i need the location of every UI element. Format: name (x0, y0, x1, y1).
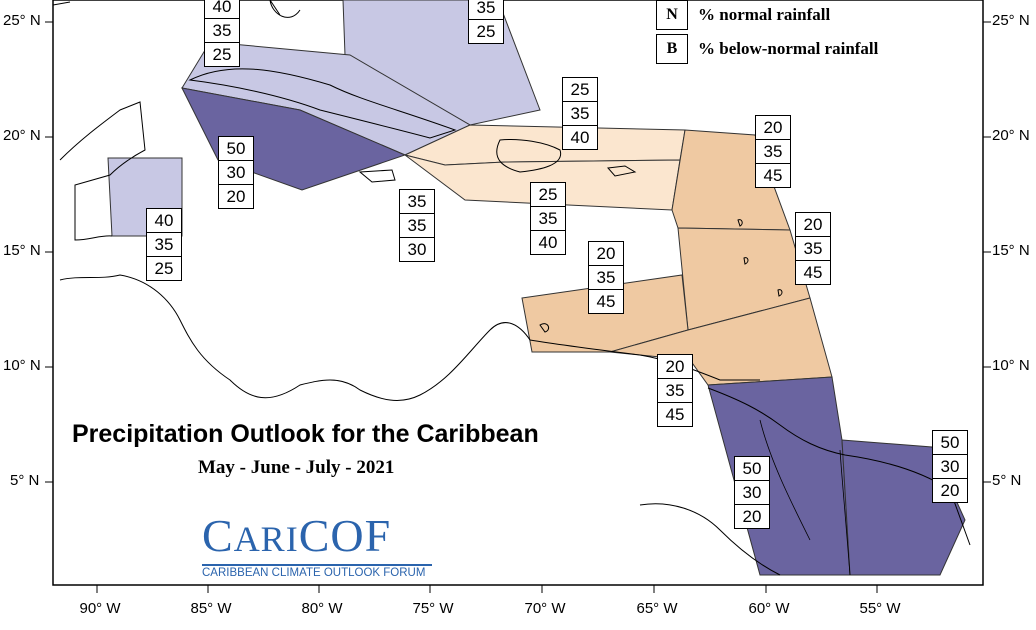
prob-box-northern-leewards: 20 35 45 (755, 115, 791, 188)
lat-label-5-right: 5° N (992, 472, 1022, 489)
prob-value: 35 (469, 0, 503, 20)
prob-value: 25 (154, 259, 174, 278)
lon-label-75: 75° W (412, 600, 454, 617)
prob-box-jamaica: 35 35 30 (399, 189, 435, 262)
legend-label-below: % below-normal rainfall (698, 39, 879, 58)
prob-value: 35 (205, 19, 239, 43)
prob-value: 35 (658, 379, 692, 403)
lat-label-10: 10° N (3, 357, 41, 374)
prob-value: 35 (400, 214, 434, 238)
lat-label-5: 5° N (10, 472, 40, 489)
lat-label-10-right: 10° N (992, 357, 1030, 374)
map-subtitle: May - June - July - 2021 (198, 457, 395, 478)
lon-label-55: 55° W (859, 600, 901, 617)
caricof-logo: CARICOF CARIBBEAN CLIMATE OUTLOOK FORUM (200, 512, 436, 580)
legend-label-normal: % normal rainfall (698, 5, 831, 24)
logo-letter-c: C (202, 510, 234, 561)
prob-box-guyana: 50 30 20 (734, 456, 770, 529)
legend-below: B % below-normal rainfall (656, 34, 878, 64)
prob-value: 20 (742, 507, 762, 526)
prob-box-florida: 40 35 25 (204, 0, 240, 67)
legend-key-normal: N (656, 0, 688, 30)
prob-value: 20 (226, 187, 246, 206)
prob-value: 45 (763, 166, 783, 185)
logo-rule (202, 564, 432, 566)
lon-label-90: 90° W (79, 600, 121, 617)
prob-box-hispaniola-north: 25 35 40 (562, 77, 598, 150)
prob-value: 35 (589, 266, 623, 290)
lon-label-70: 70° W (524, 600, 566, 617)
lat-label-20-right: 20° N (992, 127, 1030, 144)
prob-box-cuba-south: 50 30 20 (218, 136, 254, 209)
lon-label-60: 60° W (748, 600, 790, 617)
prob-value: 30 (933, 455, 967, 479)
prob-value: 20 (756, 116, 790, 140)
prob-value: 20 (658, 355, 692, 379)
prob-value: 30 (219, 161, 253, 185)
prob-value: 35 (563, 102, 597, 126)
prob-value: 30 (407, 240, 427, 259)
lat-label-15: 15° N (3, 242, 41, 259)
axis-ticks (45, 21, 991, 593)
prob-value: 40 (570, 128, 590, 147)
logo-letters-cof: COF (298, 510, 392, 561)
prob-value: 35 (400, 190, 434, 214)
lon-label-80: 80° W (301, 600, 343, 617)
map-title: Precipitation Outlook for the Caribbean (72, 420, 539, 448)
prob-value: 45 (665, 405, 685, 424)
prob-value: 25 (563, 78, 597, 102)
prob-value: 35 (147, 233, 181, 257)
lon-label-65: 65° W (636, 600, 678, 617)
coastlines (52, 0, 971, 576)
lon-label-85: 85° W (190, 600, 232, 617)
legend-key-below: B (656, 34, 688, 64)
prob-box-bahamas: 35 25 (468, 0, 504, 44)
prob-value: 50 (933, 431, 967, 455)
prob-value: 40 (205, 0, 239, 19)
prob-box-abc-islands: 20 35 45 (588, 241, 624, 314)
map-frame (52, 0, 984, 586)
legend-normal: N % normal rainfall (656, 0, 830, 30)
lat-label-25-right: 25° N (992, 12, 1030, 29)
prob-value: 50 (735, 457, 769, 481)
logo-wordmark: CARICOF (202, 512, 391, 563)
prob-box-windwards: 20 35 45 (795, 212, 831, 285)
lat-label-15-right: 15° N (992, 242, 1030, 259)
lat-label-25: 25° N (3, 12, 41, 29)
prob-value: 45 (803, 263, 823, 282)
prob-box-suriname-guiana: 50 30 20 (932, 430, 968, 503)
prob-box-belize: 40 35 25 (146, 208, 182, 281)
prob-value: 20 (940, 481, 960, 500)
prob-value: 35 (531, 207, 565, 231)
prob-value: 35 (756, 140, 790, 164)
prob-value: 25 (531, 183, 565, 207)
lat-label-20: 20° N (3, 127, 41, 144)
prob-value: 20 (589, 242, 623, 266)
prob-value: 40 (538, 233, 558, 252)
prob-value: 45 (596, 292, 616, 311)
logo-tagline: CARIBBEAN CLIMATE OUTLOOK FORUM (202, 567, 426, 579)
inner-borders (759, 419, 851, 576)
logo-letters-ari: ARI (233, 519, 299, 559)
prob-value: 40 (147, 209, 181, 233)
prob-value: 20 (796, 213, 830, 237)
prob-value: 25 (476, 22, 496, 41)
prob-value: 25 (212, 45, 232, 64)
prob-box-trinidad: 20 35 45 (657, 354, 693, 427)
prob-value: 50 (219, 137, 253, 161)
prob-value: 35 (796, 237, 830, 261)
prob-box-hispaniola-south: 25 35 40 (530, 182, 566, 255)
region-guyana (707, 376, 851, 576)
prob-value: 30 (735, 481, 769, 505)
